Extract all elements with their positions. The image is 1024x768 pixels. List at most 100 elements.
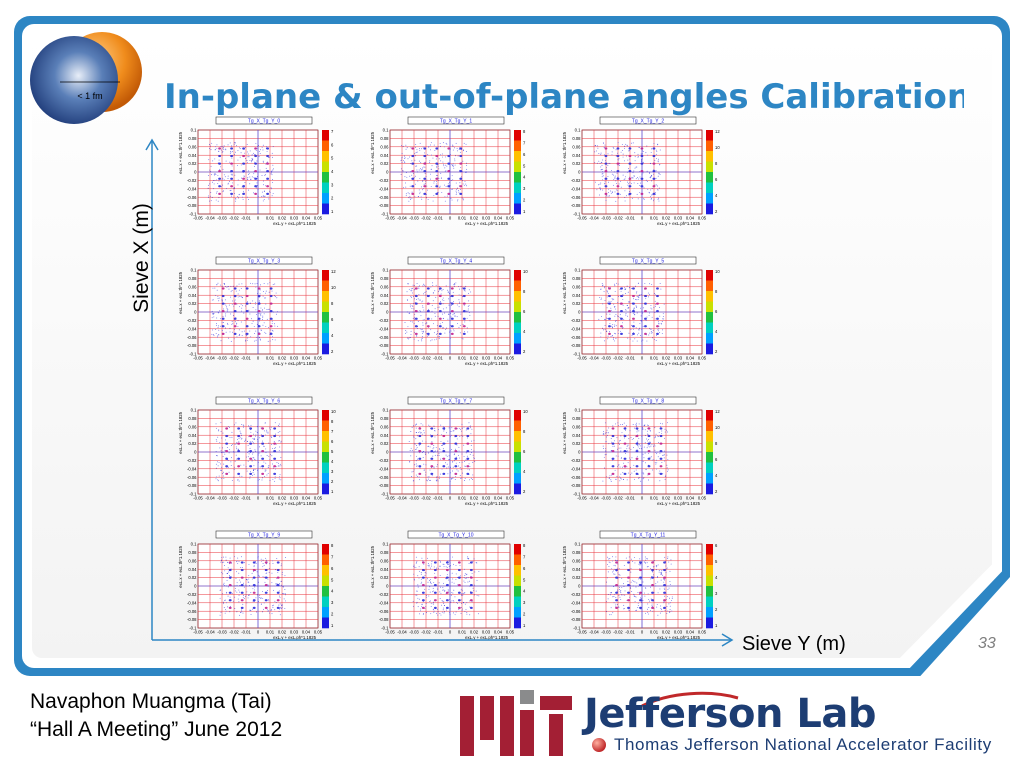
- scatter-point: [260, 558, 262, 560]
- sieve-hole-cluster: [273, 457, 277, 460]
- scatter-point: [263, 445, 265, 447]
- scatter-point: [650, 152, 652, 153]
- color-scale-segment: [322, 130, 329, 141]
- scatter-point: [451, 448, 453, 450]
- scatter-point: [237, 479, 239, 481]
- sieve-hole-cluster: [442, 434, 446, 438]
- sieve-hole-cluster: [457, 568, 461, 572]
- scatter-point: [276, 462, 278, 464]
- color-scale-label: 7: [523, 140, 526, 145]
- scatter-point: [468, 312, 470, 314]
- x-axis-title: exL.y + exL.ph*1.1825: [465, 635, 508, 640]
- scatter-point: [661, 571, 663, 573]
- scatter-point: [628, 319, 630, 321]
- scatter-point: [466, 327, 468, 329]
- sieve-hole-cluster: [230, 162, 233, 165]
- scatter-point: [234, 192, 236, 194]
- scatter-point: [253, 465, 255, 467]
- color-scale-label: 8: [523, 429, 526, 434]
- scatter-point: [639, 327, 640, 329]
- color-scale-segment: [514, 270, 521, 281]
- x-tick-label: -0.02: [421, 630, 431, 635]
- scatter-point: [221, 179, 223, 180]
- scatter-point: [645, 612, 647, 614]
- y-tick-label: 0: [194, 310, 197, 315]
- scatter-point: [602, 284, 604, 286]
- color-scale-label: 4: [715, 329, 718, 334]
- color-scale-segment: [706, 617, 713, 629]
- scatter-point: [257, 454, 259, 456]
- sieve-hole-cluster: [230, 177, 233, 180]
- scatter-point: [601, 297, 603, 299]
- scatter-point: [602, 179, 604, 181]
- scatter-point: [412, 311, 414, 313]
- scatter-point: [414, 159, 416, 161]
- scatter-point: [450, 431, 452, 432]
- scatter-point: [279, 431, 281, 433]
- scatter-point: [654, 300, 656, 302]
- scatter-point: [664, 478, 666, 480]
- scatter-point: [633, 298, 635, 300]
- scatter-point: [669, 609, 671, 610]
- scatter-point: [601, 176, 603, 178]
- scatter-point: [224, 599, 226, 601]
- scatter-point: [654, 318, 656, 320]
- scatter-point: [617, 604, 618, 605]
- sieve-hole-cluster: [647, 465, 651, 468]
- scatter-point: [218, 197, 220, 199]
- scatter-point: [444, 171, 446, 173]
- sieve-hole-cluster: [454, 442, 458, 445]
- scatter-point: [422, 305, 424, 307]
- color-scale-label: 4: [715, 193, 718, 198]
- y-tick-label: 0: [578, 310, 581, 315]
- scatter-point: [617, 197, 619, 199]
- scatter-point: [266, 146, 268, 148]
- scatter-point: [410, 199, 412, 200]
- scatter-point: [659, 149, 661, 151]
- scatter-point: [233, 338, 235, 340]
- scatter-point: [439, 565, 441, 567]
- sieve-hole-cluster: [635, 427, 639, 430]
- scatter-point: [641, 472, 643, 474]
- scatter-point: [465, 183, 467, 185]
- scatter-point: [436, 167, 438, 169]
- scatter-point: [420, 328, 422, 330]
- scatter-point: [609, 190, 611, 192]
- x-tick-label: -0.05: [577, 216, 587, 221]
- sieve-hole-cluster: [462, 325, 466, 328]
- scatter-point: [444, 312, 446, 314]
- scatter-point: [207, 175, 209, 177]
- scatter-point: [282, 604, 284, 606]
- scatter-point: [607, 153, 609, 155]
- scatter-point: [443, 607, 445, 609]
- scatter-point: [655, 304, 657, 306]
- scatter-point: [239, 432, 241, 434]
- scatter-point: [641, 174, 643, 176]
- scatter-point: [226, 446, 228, 448]
- scatter-point: [232, 600, 234, 602]
- scatter-point: [221, 146, 223, 147]
- scatter-point: [436, 464, 438, 466]
- scatter-point: [210, 192, 212, 194]
- scatter-points: [211, 282, 279, 342]
- scatter-point: [237, 293, 239, 295]
- scatter-point: [270, 172, 272, 174]
- sieve-hole-cluster: [450, 325, 454, 328]
- scatter-point: [241, 335, 243, 336]
- scatter-point: [669, 597, 670, 599]
- scatter-point: [279, 474, 281, 476]
- scatter-point: [439, 185, 441, 187]
- panel-plot: Tg_X_Tg_Y_50.10.080.060.040.020-0.02-0.0…: [562, 256, 720, 366]
- color-scale-label: 2: [715, 349, 718, 354]
- sieve-hole-cluster: [438, 287, 442, 290]
- scatter-point: [625, 293, 626, 294]
- sieve-hole-cluster: [411, 192, 415, 195]
- scatter-point: [642, 472, 644, 474]
- sieve-hole-cluster: [240, 568, 244, 572]
- x-tick-label: 0.02: [470, 496, 479, 501]
- scatter-point: [416, 435, 418, 437]
- scatter-point: [244, 152, 246, 154]
- scatter-point: [615, 325, 617, 327]
- scatter-point: [454, 315, 456, 317]
- scatter-point: [651, 187, 653, 189]
